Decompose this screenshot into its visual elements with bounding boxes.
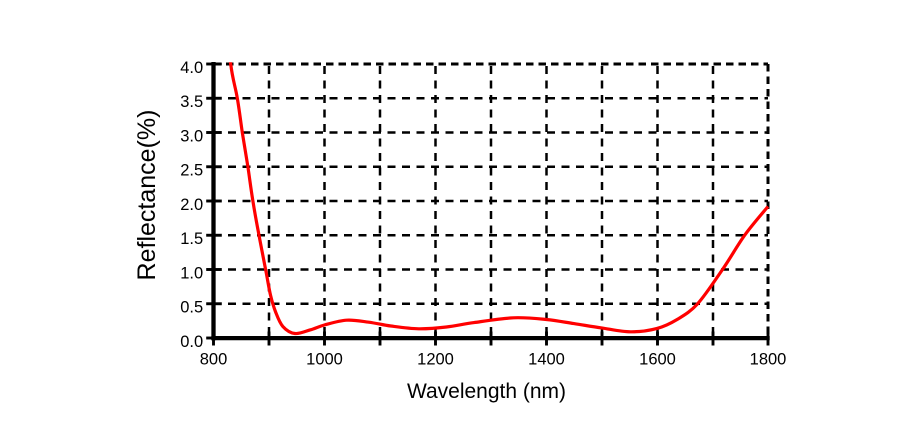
- svg-text:1.0: 1.0: [180, 264, 203, 282]
- svg-text:2.5: 2.5: [180, 162, 203, 180]
- svg-text:Wavelength (nm): Wavelength (nm): [407, 380, 566, 403]
- svg-text:2.0: 2.0: [180, 196, 203, 214]
- svg-text:800: 800: [200, 351, 228, 369]
- svg-text:1000: 1000: [306, 351, 343, 369]
- svg-text:1400: 1400: [528, 351, 565, 369]
- svg-text:0.5: 0.5: [180, 299, 203, 317]
- svg-text:1.5: 1.5: [180, 230, 203, 248]
- svg-text:3.5: 3.5: [180, 93, 203, 111]
- svg-text:0.0: 0.0: [180, 333, 203, 351]
- svg-text:3.0: 3.0: [180, 127, 203, 145]
- svg-text:Reflectance(%): Reflectance(%): [133, 110, 161, 281]
- svg-text:1800: 1800: [750, 351, 787, 369]
- svg-text:1200: 1200: [417, 351, 454, 369]
- svg-text:4.0: 4.0: [180, 59, 203, 77]
- svg-text:1600: 1600: [639, 351, 676, 369]
